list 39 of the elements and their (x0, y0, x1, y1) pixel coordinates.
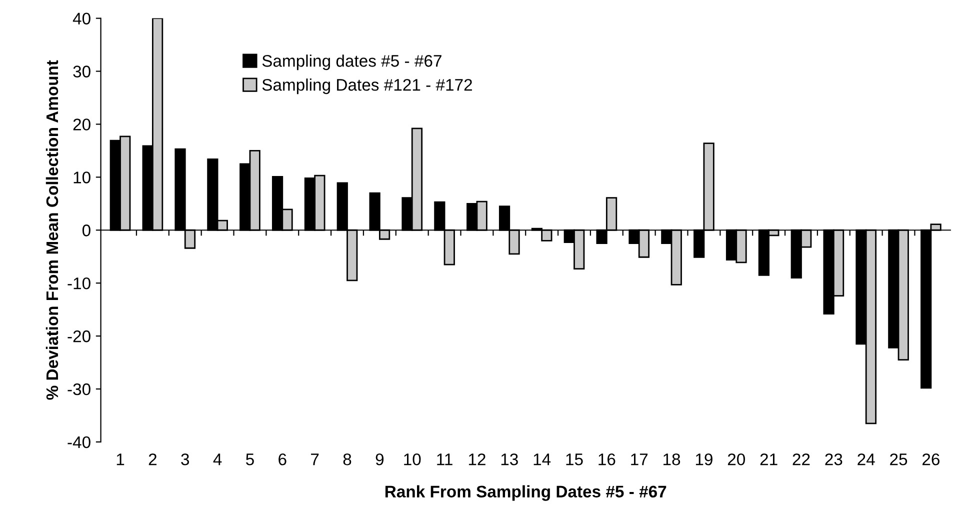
y-tick-label: 30 (73, 66, 90, 78)
x-tick-label: 7 (311, 454, 319, 466)
x-tick-label: 12 (468, 453, 486, 466)
x-tick-label: 11 (437, 454, 452, 466)
x-tick-label: 13 (501, 453, 518, 466)
legend-label: Sampling dates #5 - #67 (262, 54, 442, 70)
y-tick-label: -40 (68, 436, 90, 448)
x-tick-label: 4 (213, 454, 222, 466)
x-tick-label: 18 (664, 453, 680, 466)
x-tick-label: 5 (246, 454, 254, 466)
y-tick-label: -10 (68, 277, 90, 290)
x-tick-label: 24 (858, 453, 875, 466)
y-tick-label: -30 (68, 383, 90, 396)
x-tick-label: 17 (631, 454, 648, 466)
x-tick-label: 19 (696, 453, 712, 466)
x-tick-label: 1 (116, 454, 124, 466)
legend-label: Sampling Dates #121 - #172 (262, 78, 472, 94)
x-tick-label: 16 (598, 453, 616, 466)
x-tick-label: 15 (566, 454, 583, 466)
x-tick-label: 2 (148, 453, 156, 466)
y-axis-title: % Deviation From Mean Collection Amount (46, 60, 58, 400)
x-tick-label: 23 (825, 453, 842, 466)
x-tick-label: 20 (728, 453, 745, 466)
x-tick-label: 26 (922, 453, 940, 466)
x-tick-label: 6 (278, 453, 286, 466)
x-tick-label: 3 (181, 453, 190, 466)
y-tick-label: 10 (74, 172, 90, 184)
x-tick-label: 10 (404, 453, 421, 466)
y-tick-label: 40 (72, 12, 90, 25)
x-tick-label: 25 (890, 453, 908, 466)
x-axis-title: Rank From Sampling Dates #5 - #67 (385, 485, 666, 501)
y-tick-label: 20 (73, 118, 90, 130)
x-tick-label: 22 (792, 453, 810, 466)
x-tick-label: 8 (343, 453, 352, 466)
y-tick-label: -20 (68, 330, 90, 342)
x-tick-label: 9 (376, 453, 384, 466)
x-tick-label: 14 (534, 454, 551, 466)
y-tick-label: 0 (82, 224, 90, 236)
x-tick-label: 21 (760, 453, 778, 466)
